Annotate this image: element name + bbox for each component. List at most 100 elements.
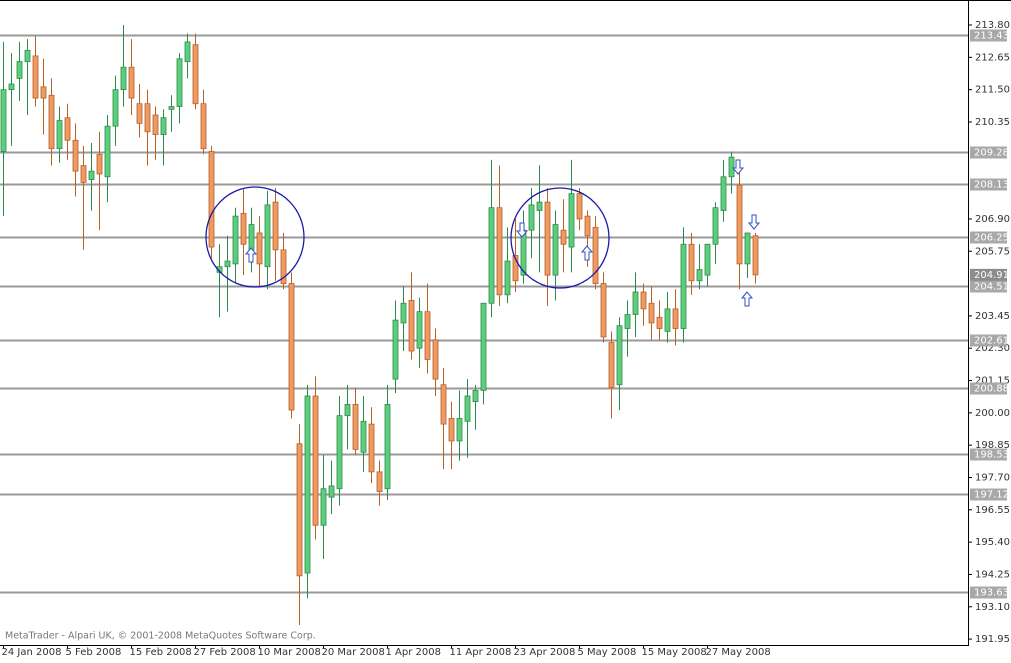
level-label-box: [970, 29, 1007, 42]
level-label-text: 193.63: [974, 588, 1009, 599]
circle-annotation: [205, 186, 305, 288]
candle-body: [656, 316, 663, 329]
candle-body: [0, 89, 7, 152]
x-tick-label: 15 Feb 2008: [130, 647, 192, 658]
candle-body: [248, 224, 255, 251]
y-tick-label: 212.65: [975, 52, 1010, 63]
level-label-text: 197.12: [974, 490, 1009, 501]
candle-body: [368, 423, 375, 473]
candle-body: [312, 395, 319, 526]
level-label-box: [970, 586, 1007, 599]
candle-body: [720, 176, 727, 211]
candle-body: [464, 395, 471, 422]
level-label-text: 209.28: [974, 148, 1009, 159]
candle-body: [32, 55, 39, 99]
candle-body: [664, 308, 671, 332]
candle-body: [496, 207, 503, 296]
candle-body: [536, 201, 543, 211]
level-label-text: 198.53: [974, 450, 1009, 461]
down-arrow: [747, 214, 761, 230]
candle-body: [280, 249, 287, 284]
y-tick-label: 203.45: [975, 311, 1010, 322]
level-label-box: [970, 448, 1007, 461]
y-tick-label: 200.00: [975, 408, 1010, 419]
level-label-text: 206.25: [974, 233, 1009, 244]
level-label-text: 208.13: [974, 180, 1009, 191]
candle-body: [232, 215, 239, 265]
candle-body: [688, 243, 695, 282]
candle-body: [320, 488, 327, 526]
level-label: 213.43: [970, 29, 1009, 42]
candle-body: [448, 418, 455, 442]
candle-body: [352, 404, 359, 450]
candle-body: [192, 44, 199, 105]
candle-body: [256, 232, 263, 265]
candle-body: [24, 49, 31, 62]
candle-body: [112, 89, 119, 127]
footer: MetaTrader - Alpari UK, © 2001-2008 Meta…: [5, 631, 316, 642]
candle-body: [728, 156, 735, 178]
x-tick-label: 24 Jan 2008: [2, 647, 62, 658]
x-tick-label: 11 Apr 2008: [450, 647, 512, 658]
candle-body: [672, 308, 679, 329]
candle-body: [40, 86, 47, 99]
candle-body: [200, 103, 207, 150]
level-label: 198.53: [970, 448, 1009, 461]
level-label-box: [970, 488, 1007, 501]
candle-body: [136, 103, 143, 124]
candle-body: [224, 260, 231, 268]
candle-body: [304, 395, 311, 574]
candle-body: [752, 235, 759, 276]
candle-body: [288, 283, 295, 411]
candle-body: [296, 443, 303, 577]
level-label: 206.25: [970, 231, 1009, 244]
candle-body: [408, 300, 415, 352]
x-tick-label: 15 May 2008: [642, 647, 707, 658]
y-tick-label: 213.80: [975, 20, 1010, 31]
candle-body: [648, 302, 655, 324]
candle-body: [144, 103, 151, 133]
y-tick-label: 211.50: [975, 85, 1010, 96]
y-tick-label: 201.15: [975, 376, 1010, 387]
candle-body: [680, 243, 687, 329]
candle-body: [576, 193, 583, 220]
candle-body: [104, 125, 111, 178]
x-tick-label: 5 May 2008: [578, 647, 637, 658]
candle-body: [712, 207, 719, 245]
candle-body: [344, 404, 351, 417]
candle-body: [504, 260, 511, 296]
candle-body: [8, 83, 15, 91]
candle-body: [400, 302, 407, 324]
candle-body: [640, 291, 647, 310]
candle-body: [744, 232, 751, 265]
candle-body: [696, 269, 703, 282]
up-arrow: [580, 245, 594, 261]
level-label-text: 213.43: [974, 31, 1009, 42]
level-label-box: [970, 280, 1007, 293]
x-tick-label: 27 May 2008: [706, 647, 771, 658]
candle-body: [624, 314, 631, 329]
level-label-box: [970, 334, 1007, 347]
x-tick-label: 5 Feb 2008: [66, 647, 122, 658]
candle-body: [160, 117, 167, 136]
circle-annotation: [510, 187, 610, 289]
candle-body: [80, 165, 87, 183]
y-tick-label: 191.95: [975, 634, 1010, 645]
candle-body: [64, 117, 71, 141]
candle-body: [56, 120, 63, 150]
x-tick-label: 20 Mar 2008: [322, 647, 385, 658]
candle-body: [592, 226, 599, 284]
candle-body: [240, 212, 247, 245]
candle-body: [432, 339, 439, 380]
candle-body: [616, 325, 623, 386]
y-tick-label: 206.90: [975, 214, 1010, 225]
y-tick-label: 194.25: [975, 569, 1010, 580]
y-tick-label: 196.55: [975, 505, 1010, 516]
last-price-label: 204.91: [970, 268, 1009, 281]
level-label: 208.13: [970, 178, 1009, 191]
y-tick-label: 205.75: [975, 246, 1010, 257]
candle-body: [568, 193, 575, 248]
level-label-text: 200.88: [974, 384, 1009, 395]
level-label: 193.63: [970, 586, 1009, 599]
